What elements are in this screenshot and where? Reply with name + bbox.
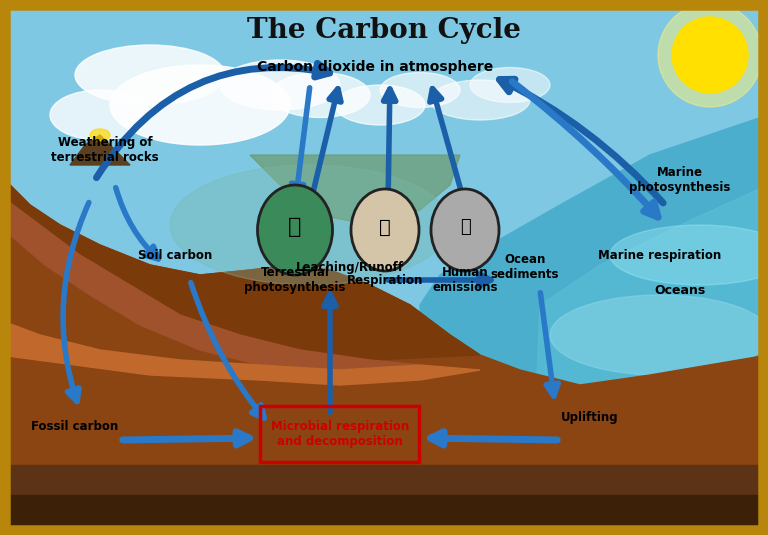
Text: Marine respiration: Marine respiration: [598, 248, 722, 262]
FancyArrowPatch shape: [541, 293, 558, 396]
Ellipse shape: [170, 165, 450, 285]
Text: Microbial respiration
and decomposition: Microbial respiration and decomposition: [271, 420, 409, 448]
Ellipse shape: [220, 60, 340, 110]
FancyArrowPatch shape: [123, 432, 250, 445]
FancyArrowPatch shape: [512, 82, 658, 217]
FancyArrowPatch shape: [324, 294, 336, 412]
Polygon shape: [420, 115, 768, 535]
Ellipse shape: [431, 189, 499, 271]
FancyArrowPatch shape: [97, 63, 329, 178]
Polygon shape: [0, 175, 768, 535]
Text: Respiration: Respiration: [347, 273, 423, 287]
Text: Weathering of
terrestrial rocks: Weathering of terrestrial rocks: [51, 136, 159, 164]
FancyArrowPatch shape: [116, 188, 158, 259]
Circle shape: [672, 17, 748, 93]
Ellipse shape: [470, 67, 550, 103]
Text: 🏭: 🏭: [459, 218, 470, 236]
FancyArrowPatch shape: [310, 89, 341, 202]
Ellipse shape: [430, 80, 530, 120]
Polygon shape: [0, 320, 480, 385]
Text: Uplifting: Uplifting: [561, 410, 619, 424]
Text: Ocean
sediments: Ocean sediments: [491, 253, 559, 281]
FancyArrowPatch shape: [383, 89, 396, 202]
Ellipse shape: [110, 65, 290, 145]
Ellipse shape: [50, 90, 150, 140]
Text: Human
emissions: Human emissions: [432, 266, 498, 294]
Polygon shape: [0, 195, 420, 380]
Polygon shape: [250, 155, 460, 225]
FancyArrowPatch shape: [499, 79, 663, 203]
FancyArrowPatch shape: [388, 274, 491, 286]
Ellipse shape: [90, 129, 110, 141]
Text: Fossil carbon: Fossil carbon: [31, 421, 118, 433]
Ellipse shape: [335, 85, 425, 125]
Ellipse shape: [610, 225, 768, 285]
Text: Soil carbon: Soil carbon: [138, 248, 212, 262]
Bar: [0, 465, 768, 535]
Text: Terrestrial
photosynthesis: Terrestrial photosynthesis: [244, 266, 346, 294]
Text: Carbon dioxide in atmosphere: Carbon dioxide in atmosphere: [257, 60, 493, 74]
Circle shape: [658, 3, 762, 107]
Text: 🌳: 🌳: [288, 217, 302, 237]
FancyArrowPatch shape: [190, 282, 264, 418]
Polygon shape: [530, 185, 768, 535]
Ellipse shape: [351, 189, 419, 271]
Text: Marine
photosynthesis: Marine photosynthesis: [629, 166, 730, 194]
Ellipse shape: [550, 295, 768, 375]
Bar: [0, 495, 768, 535]
Polygon shape: [0, 175, 480, 360]
Polygon shape: [70, 135, 130, 165]
Text: The Carbon Cycle: The Carbon Cycle: [247, 17, 521, 43]
FancyArrowPatch shape: [430, 89, 464, 202]
Ellipse shape: [380, 73, 460, 108]
FancyArrowPatch shape: [292, 88, 310, 196]
Text: Oceans: Oceans: [654, 284, 706, 296]
Ellipse shape: [270, 73, 370, 118]
Ellipse shape: [75, 45, 225, 105]
Text: 🐾: 🐾: [379, 218, 391, 236]
FancyArrowPatch shape: [63, 203, 89, 401]
Text: Leaching/Runoff: Leaching/Runoff: [296, 261, 404, 273]
Ellipse shape: [257, 185, 333, 275]
FancyArrowPatch shape: [431, 432, 558, 445]
